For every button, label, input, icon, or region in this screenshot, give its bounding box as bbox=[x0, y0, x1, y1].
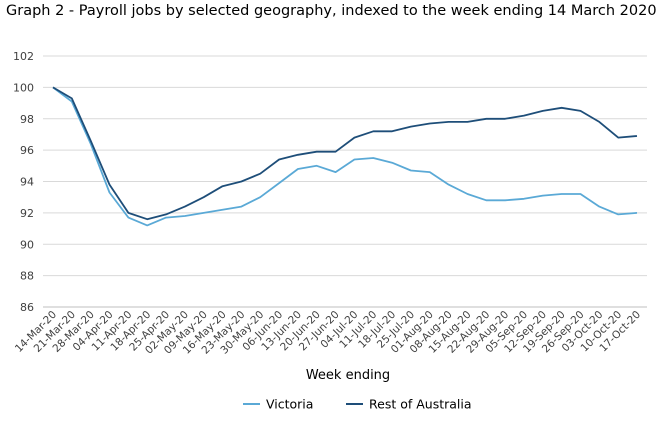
y-tick-label: 102 bbox=[13, 50, 34, 63]
series-line-rest-of-australia bbox=[52, 86, 638, 221]
y-tick-label: 92 bbox=[20, 207, 34, 220]
y-tick-label: 88 bbox=[20, 270, 34, 283]
y-tick-label: 86 bbox=[20, 301, 34, 314]
gridlines bbox=[43, 55, 647, 308]
y-tick-label: 98 bbox=[20, 113, 34, 126]
y-tick-label: 94 bbox=[20, 176, 34, 189]
y-tick-label: 100 bbox=[13, 81, 34, 94]
legend-label: Victoria bbox=[266, 397, 313, 412]
legend-label: Rest of Australia bbox=[369, 397, 472, 412]
series-line-victoria bbox=[52, 86, 638, 227]
series-lines bbox=[52, 86, 638, 227]
legend: Victoria Rest of Australia bbox=[243, 397, 472, 412]
x-axis-label: Week ending bbox=[306, 368, 390, 383]
chart-title: Graph 2 - Payroll jobs by selected geogr… bbox=[6, 3, 660, 19]
y-axis-ticks: 86 88 90 92 94 96 98 100 102 bbox=[13, 50, 34, 314]
y-tick-label: 90 bbox=[20, 238, 34, 251]
x-axis-ticks: 14-Mar-2021-Mar-2028-Mar-2004-Apr-2011-A… bbox=[13, 309, 643, 357]
y-tick-label: 96 bbox=[20, 144, 34, 157]
